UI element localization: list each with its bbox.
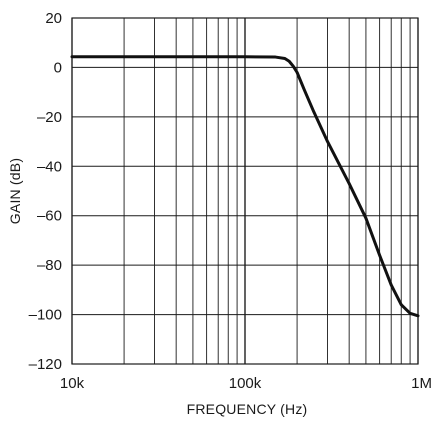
y-axis-label: GAIN (dB) (7, 158, 23, 224)
grid (71, 17, 419, 365)
y-tick-label: –80 (37, 257, 62, 274)
x-tick-labels: 10k 100k 1M (60, 375, 432, 392)
y-tick-label: –40 (37, 158, 62, 175)
x-tick-label: 100k (229, 375, 262, 392)
y-tick-label: 0 (54, 59, 62, 76)
y-tick-label: –20 (37, 109, 62, 126)
x-tick-label: 10k (60, 375, 85, 392)
y-tick-label: –100 (29, 307, 62, 324)
y-tick-label: 20 (45, 10, 62, 27)
y-tick-label: –60 (37, 208, 62, 225)
x-tick-label: 1M (411, 375, 432, 392)
x-axis-label: FREQUENCY (Hz) (187, 401, 308, 417)
plot-frame (71, 17, 419, 365)
series-line-gain (70, 55, 420, 318)
y-tick-labels: 20 0 –20 –40 –60 –80 –100 –120 (29, 10, 62, 373)
y-tick-label: –120 (29, 356, 62, 373)
